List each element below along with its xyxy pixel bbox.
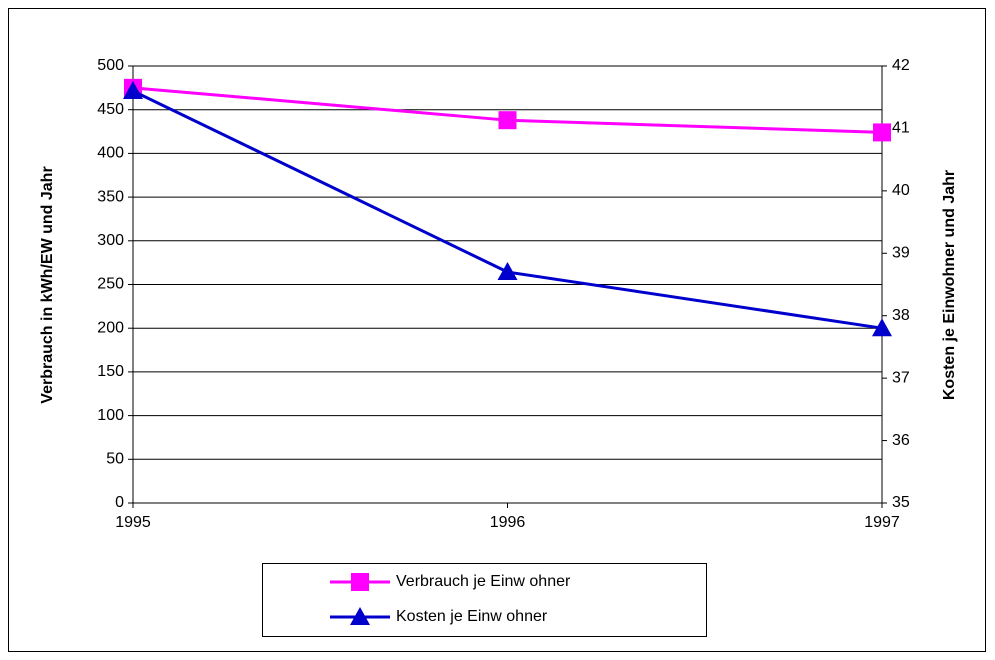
y-tick-label: 300 — [97, 232, 124, 249]
y-tick-label: 200 — [97, 319, 124, 336]
x-tick-label: 1995 — [115, 514, 151, 531]
x-tick-label: 1997 — [864, 514, 900, 531]
data-point — [872, 318, 892, 337]
y2-tick-label: 40 — [892, 182, 910, 199]
y2-tick-label: 37 — [892, 369, 910, 386]
y2-tick-label: 41 — [892, 120, 910, 137]
y-tick-label: 50 — [106, 451, 124, 468]
legend-label: Kosten je Einw ohner — [396, 608, 548, 625]
y-tick-label: 250 — [97, 276, 124, 293]
data-point — [123, 80, 143, 99]
data-point — [873, 123, 891, 142]
y-tick-label: 0 — [115, 494, 124, 511]
y2-tick-label: 36 — [892, 432, 910, 449]
x-tick-label: 1996 — [490, 514, 526, 531]
y-tick-label: 100 — [97, 407, 124, 424]
data-point — [498, 111, 517, 130]
legend-marker — [350, 607, 370, 625]
y-tick-label: 400 — [97, 145, 124, 162]
y-tick-label: 350 — [97, 188, 124, 205]
y2-tick-label: 39 — [892, 245, 910, 262]
y-tick-label: 450 — [97, 101, 124, 118]
y2-tick-label: 35 — [892, 494, 910, 511]
y-axis-label: Verbrauch in kWh/EW und Jahr — [39, 166, 56, 403]
y2-tick-label: 42 — [892, 57, 910, 74]
legend-label: Verbrauch je Einw ohner — [396, 573, 571, 590]
y2-axis-label: Kosten je Einwohner und Jahr — [941, 170, 958, 400]
data-point — [497, 262, 518, 281]
y-tick-label: 150 — [97, 363, 124, 380]
legend-marker — [351, 573, 369, 591]
chart-frame — [8, 8, 986, 652]
y2-tick-label: 38 — [892, 307, 910, 324]
y-tick-label: 500 — [97, 57, 124, 74]
legend-box — [262, 563, 707, 637]
